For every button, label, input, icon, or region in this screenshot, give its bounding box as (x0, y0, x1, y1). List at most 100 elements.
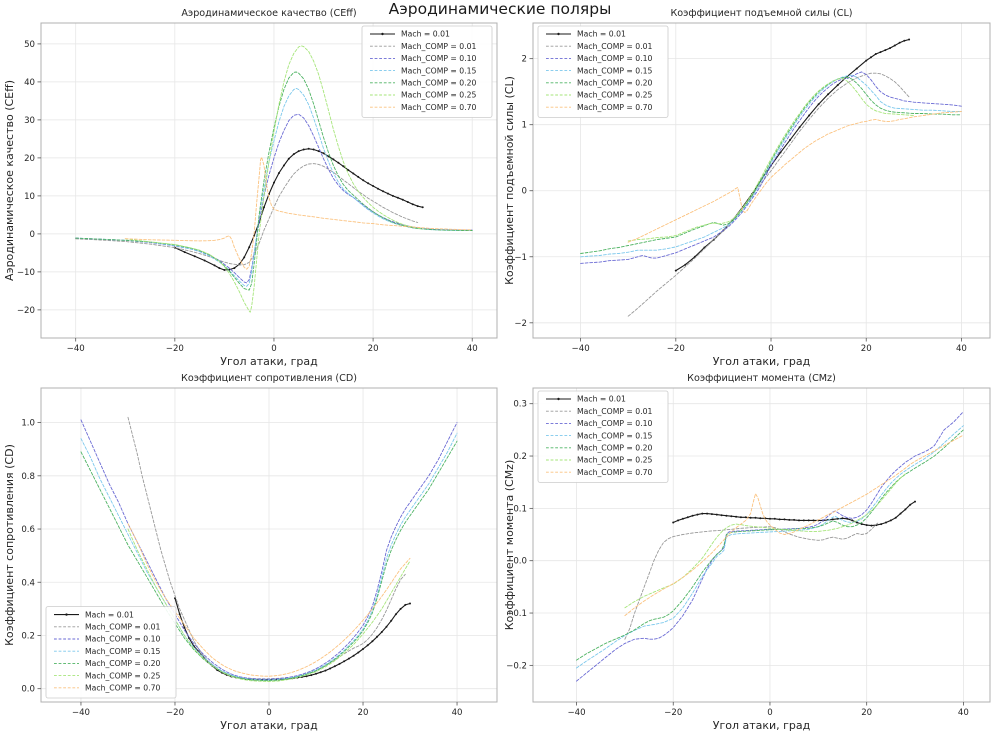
legend-label-c070: Mach_COMP = 0.70 (577, 103, 653, 112)
series-marker-mach (406, 201, 409, 203)
x-tick-label: 20 (368, 344, 379, 354)
x-tick-label: −40 (567, 708, 585, 718)
y-tick-label: 0.6 (21, 525, 35, 535)
legend-label-c001: Mach_COMP = 0.01 (577, 407, 653, 416)
legend-label-c010: Mach_COMP = 0.10 (401, 54, 477, 63)
series-marker-mach (817, 103, 820, 106)
series-marker-mach (836, 517, 839, 520)
y-tick-label: −10 (17, 268, 35, 278)
legend-label-c020: Mach_COMP = 0.20 (577, 444, 653, 453)
series-marker-mach (827, 93, 830, 96)
x-axis-label: Угол атаки, град (713, 355, 811, 368)
legend-marker-mach (65, 613, 68, 616)
series-marker-mach (802, 519, 805, 522)
series-marker-mach (879, 51, 882, 54)
y-tick-label: 30 (24, 116, 35, 126)
series-marker-mach (338, 662, 341, 665)
series-marker-mach (367, 182, 370, 185)
legend-label-c010: Mach_COMP = 0.10 (577, 54, 653, 63)
series-marker-mach (880, 523, 883, 526)
series-marker-mach (856, 521, 858, 524)
series-marker-mach (248, 246, 251, 249)
legend-label-mach: Mach = 0.01 (577, 30, 626, 39)
series-marker-mach (812, 519, 815, 522)
series-line-c025 (127, 528, 411, 682)
series-marker-mach (263, 206, 265, 209)
y-tick-label: 0.8 (21, 472, 35, 482)
y-tick-label: 1 (522, 121, 527, 131)
series-marker-mach (409, 602, 411, 605)
y-tick-label: 50 (24, 40, 35, 50)
series-marker-mach (183, 626, 186, 629)
y-tick-label: 0.2 (513, 452, 527, 462)
series-marker-mach (372, 185, 375, 187)
series-marker-mach (382, 190, 384, 193)
series-marker-mach (831, 518, 834, 521)
series-marker-mach (333, 665, 336, 668)
series-marker-mach (696, 513, 699, 516)
y-tick-label: 0.3 (513, 400, 527, 410)
y-tick-label: 0 (522, 187, 527, 197)
series-line-c010 (576, 411, 964, 682)
series-marker-mach (769, 517, 771, 520)
x-tick-label: 20 (861, 344, 872, 354)
series-line-c020 (576, 429, 964, 661)
series-marker-mach (798, 519, 800, 522)
series-marker-mach (319, 671, 322, 674)
series-marker-mach (773, 517, 776, 520)
series-marker-mach (893, 44, 896, 47)
series-marker-mach (371, 640, 374, 643)
x-tick-label: 0 (271, 344, 276, 354)
series-line-c001 (627, 72, 910, 317)
y-axis-label: Коэффициент сопротивления (CD) (3, 444, 16, 646)
chart-title: Коэффициент подъемной силы (CL) (670, 8, 852, 19)
x-tick-label: −40 (72, 708, 90, 718)
series-marker-mach (885, 521, 887, 524)
y-tick-label: 0.1 (513, 504, 527, 514)
series-marker-mach (808, 114, 811, 117)
series-line-mach (174, 148, 424, 271)
x-axis-label: Угол атаки, град (220, 355, 318, 368)
legend-label-c025: Mach_COMP = 0.25 (577, 91, 653, 100)
series-line-c070 (124, 156, 473, 270)
chart-title: Аэродинамическое качество (CEff) (181, 8, 356, 19)
series-marker-mach (387, 192, 389, 195)
y-axis-label: Аэродинамическое качество (CEff) (3, 80, 16, 281)
series-marker-mach (243, 256, 246, 259)
series-marker-mach (396, 196, 399, 199)
x-tick-label: 0 (768, 344, 773, 354)
x-tick-label: −20 (166, 708, 184, 718)
legend-label-mach: Mach = 0.01 (577, 395, 626, 404)
series-marker-mach (377, 187, 379, 190)
chart-cl: −40 −20 0 20 40 −2 −1 0 1 2 Коэффициент подъемной … (503, 8, 991, 368)
series-marker-mach (691, 514, 694, 517)
series-marker-mach (793, 518, 796, 521)
y-axis-label: Коэффициент подъемной силы (CL) (503, 76, 516, 285)
legend-label-c070: Mach_COMP = 0.70 (85, 684, 161, 693)
series-marker-mach (310, 674, 313, 677)
series-marker-mach (874, 53, 877, 55)
series-marker-mach (735, 515, 738, 518)
y-tick-label: −2 (514, 319, 527, 329)
x-tick-label: 20 (358, 708, 369, 718)
series-marker-mach (273, 181, 275, 184)
legend-label-c015: Mach_COMP = 0.15 (577, 66, 653, 75)
series-marker-mach (779, 151, 782, 154)
chart-title: Коэффициент момента (CMz) (687, 373, 836, 384)
x-axis-label: Угол атаки, град (220, 719, 318, 732)
legend-marker-mach (381, 32, 384, 36)
series-marker-mach (213, 264, 216, 267)
series-marker-mach (347, 657, 350, 660)
legend-label-c010: Mach_COMP = 0.10 (577, 419, 653, 428)
series-marker-mach (710, 513, 713, 516)
series-marker-mach (223, 269, 226, 271)
series-line-c020 (75, 71, 473, 291)
series-marker-mach (706, 512, 709, 515)
legend-label-c025: Mach_COMP = 0.25 (577, 456, 653, 465)
series-marker-mach (362, 648, 364, 650)
series-marker-mach (292, 153, 295, 156)
series-marker-mach (329, 667, 332, 670)
series-marker-mach (841, 517, 844, 520)
series-marker-mach (898, 41, 901, 44)
series-marker-mach (332, 158, 335, 161)
